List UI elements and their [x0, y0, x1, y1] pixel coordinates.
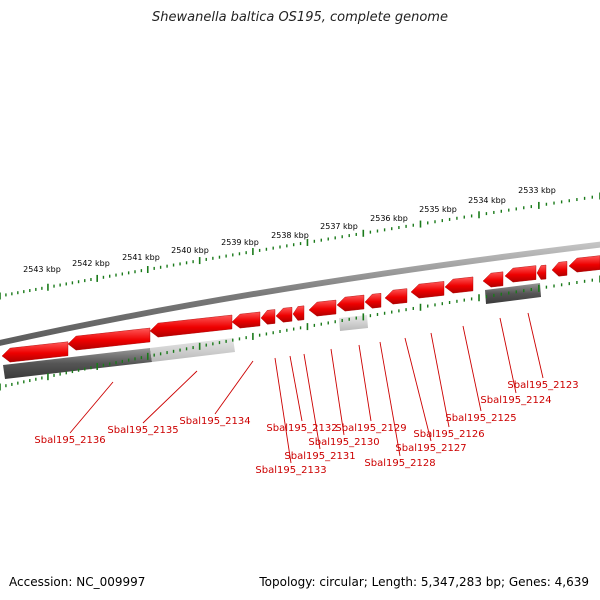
gene-arrow-track — [1, 255, 600, 363]
gene-leader-line — [462, 325, 482, 412]
genome-backbone — [0, 241, 600, 346]
gene-label: Sbal195_2134 — [179, 416, 250, 427]
gene-arrow — [410, 281, 445, 299]
feature-band-small — [339, 315, 368, 331]
gene-label: Sbal195_2135 — [107, 425, 178, 436]
feature-band-dark — [3, 348, 152, 379]
kbp-label: 2537 kbp — [320, 222, 358, 231]
kbp-label: 2540 kbp — [171, 246, 209, 255]
gene-arrow — [504, 265, 537, 283]
gene-leader-line — [274, 357, 292, 464]
feature-band-right — [485, 283, 541, 304]
gene-arrow — [551, 261, 568, 277]
gene-leader-lines — [69, 312, 544, 464]
kbp-label: 2543 kbp — [23, 265, 61, 274]
kbp-label: 2536 kbp — [370, 214, 408, 223]
accession-text: Accession: NC_009997 — [9, 575, 146, 589]
gene-leader-line — [379, 341, 401, 457]
gene-label: Sbal195_2127 — [395, 443, 466, 454]
gene-label: Sbal195_2126 — [413, 429, 484, 440]
gene-label: Sbal195_2133 — [255, 465, 326, 476]
feature-band-track — [3, 283, 541, 379]
gene-arrow — [482, 271, 504, 288]
gene-leader-line — [214, 360, 254, 415]
gene-label: Sbal195_2124 — [480, 395, 551, 406]
gene-label: Sbal195_2128 — [364, 458, 435, 469]
gene-arrow — [444, 276, 474, 294]
gene-leader-line — [289, 355, 303, 422]
gene-leader-line — [330, 348, 345, 436]
gene-label: Sbal195_2132 — [266, 423, 337, 434]
gene-leader-line — [527, 312, 544, 379]
gene-arrow — [384, 288, 408, 305]
gene-arrow — [308, 299, 337, 317]
gene-arrow — [568, 255, 600, 273]
kbp-label: 2534 kbp — [468, 196, 506, 205]
gene-arrow — [275, 307, 293, 323]
gene-label: Sbal195_2129 — [335, 423, 406, 434]
gene-label: Sbal195_2125 — [445, 413, 516, 424]
kbp-label: 2542 kbp — [72, 259, 110, 268]
gene-arrow — [149, 314, 233, 338]
gene-arrow — [1, 341, 69, 363]
gene-arrow — [336, 294, 365, 312]
gene-label: Sbal195_2123 — [507, 380, 578, 391]
kbp-label-layer: 2543 kbp 2542 kbp 2541 kbp 2540 kbp 2539 kbp… — [23, 186, 556, 274]
gene-label: Sbal195_2136 — [34, 435, 105, 446]
gene-label: Sbal195_2131 — [284, 451, 355, 462]
inner-tick-track — [0, 275, 600, 391]
genome-summary-text: Topology: circular; Length: 5,347,283 bp… — [259, 575, 589, 589]
gene-arrow — [231, 311, 261, 329]
gene-leader-line — [303, 353, 321, 450]
gene-leader-line — [499, 317, 517, 394]
gene-leader-line — [69, 381, 114, 434]
gene-arrow — [67, 327, 151, 351]
gene-leader-line — [358, 344, 372, 422]
map-title: Shewanella baltica OS195, complete genom… — [152, 10, 448, 25]
gene-arrow — [364, 293, 382, 309]
kbp-label: 2541 kbp — [122, 253, 160, 262]
feature-band-light — [150, 338, 235, 362]
gene-leader-line — [404, 337, 432, 442]
kbp-label: 2535 kbp — [419, 205, 457, 214]
kbp-label: 2539 kbp — [221, 238, 259, 247]
gene-arrow — [260, 309, 276, 325]
gene-leader-line — [430, 332, 450, 428]
gene-arrow — [536, 264, 547, 280]
gene-label: Sbal195_2130 — [308, 437, 379, 448]
kbp-label: 2533 kbp — [518, 186, 556, 195]
outer-tick-track — [0, 192, 600, 300]
gene-leader-line — [142, 370, 198, 424]
kbp-label: 2538 kbp — [271, 231, 309, 240]
gene-arrow — [292, 305, 305, 321]
